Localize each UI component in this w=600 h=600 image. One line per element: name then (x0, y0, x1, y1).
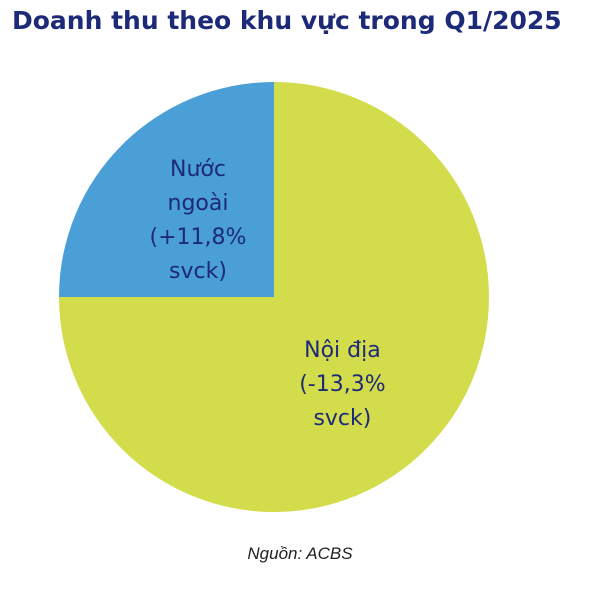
source: Nguồn: ACBS (247, 544, 353, 563)
slice-label: Nội địa (-13,3% svck) (299, 338, 386, 432)
slice-label: Nước ngoài (+11,8% svck) (149, 156, 247, 284)
chart-title: Doanh thu theo khu vực trong Q1/2025 (12, 6, 562, 35)
pie-slice (59, 82, 274, 297)
